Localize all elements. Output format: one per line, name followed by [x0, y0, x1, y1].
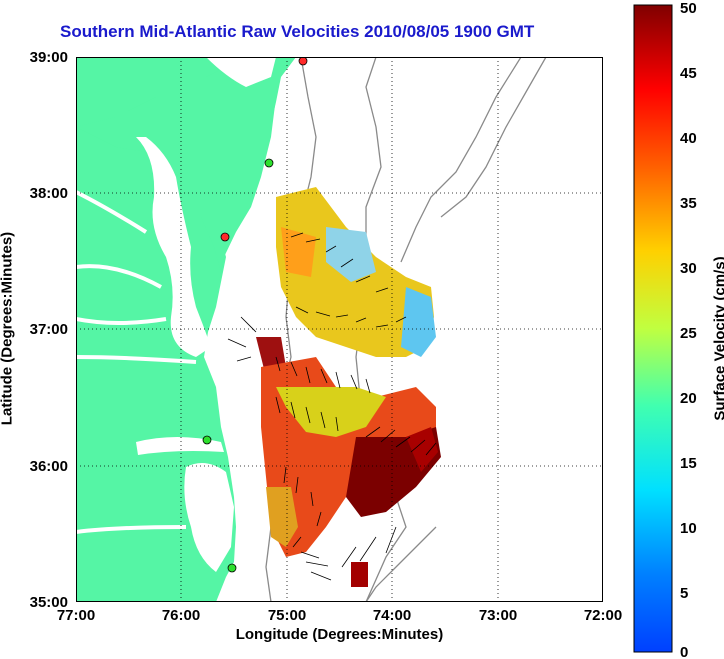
colorbar-tick-label: 5 [680, 585, 688, 602]
colorbar-ticks: 0 5 10 15 20 25 30 35 40 45 50 [680, 0, 697, 659]
velocity-field [256, 187, 441, 587]
colorbar-tick-label: 30 [680, 260, 697, 277]
colorbar-tick-label: 45 [680, 65, 697, 82]
y-axis-label: Latitude (Degrees:Minutes) [0, 231, 16, 426]
grid [76, 57, 603, 602]
figure-title: Southern Mid-Atlantic Raw Velocities 201… [60, 22, 535, 41]
y-tick-label: 37:00 [30, 321, 68, 338]
x-tick-label: 73:00 [479, 607, 517, 624]
y-tick-label: 39:00 [30, 49, 68, 66]
delaware-bay [206, 57, 276, 87]
colorbar-tick-label: 25 [680, 325, 697, 342]
colorbar-tick-label: 50 [680, 0, 697, 17]
pamlico-sound [184, 463, 234, 572]
x-tick-label: 77:00 [57, 607, 95, 624]
land-delmarva [76, 57, 281, 272]
albemarle-sound [136, 437, 224, 455]
x-tick-label: 74:00 [373, 607, 411, 624]
y-ticks: 39:00 38:00 37:00 36:00 35:00 [30, 49, 68, 611]
colorbar-tick-label: 35 [680, 195, 697, 212]
y-tick-label: 35:00 [30, 594, 68, 611]
y-tick-label: 36:00 [30, 458, 68, 475]
colorbar-label: Surface Velocity (cm/s) [711, 256, 724, 421]
colorbar-tick-label: 0 [680, 644, 688, 659]
x-axis-label: Longitude (Degrees:Minutes) [235, 626, 444, 643]
x-tick-label: 76:00 [162, 607, 200, 624]
x-tick-label: 75:00 [268, 607, 306, 624]
y-tick-label: 38:00 [30, 185, 68, 202]
map-plot [76, 57, 603, 602]
x-tick-label: 72:00 [584, 607, 622, 624]
colorbar-tick-label: 10 [680, 520, 697, 537]
velocity-vectors [227, 232, 437, 581]
colorbar-tick-label: 20 [680, 390, 697, 407]
radar-sites [202, 57, 308, 573]
colorbar-tick-label: 15 [680, 455, 697, 472]
colorbar [633, 4, 673, 653]
x-ticks: 77:00 76:00 75:00 74:00 73:00 72:00 [57, 607, 622, 624]
colorbar-tick-label: 40 [680, 130, 697, 147]
chesapeake-bay [136, 137, 211, 357]
